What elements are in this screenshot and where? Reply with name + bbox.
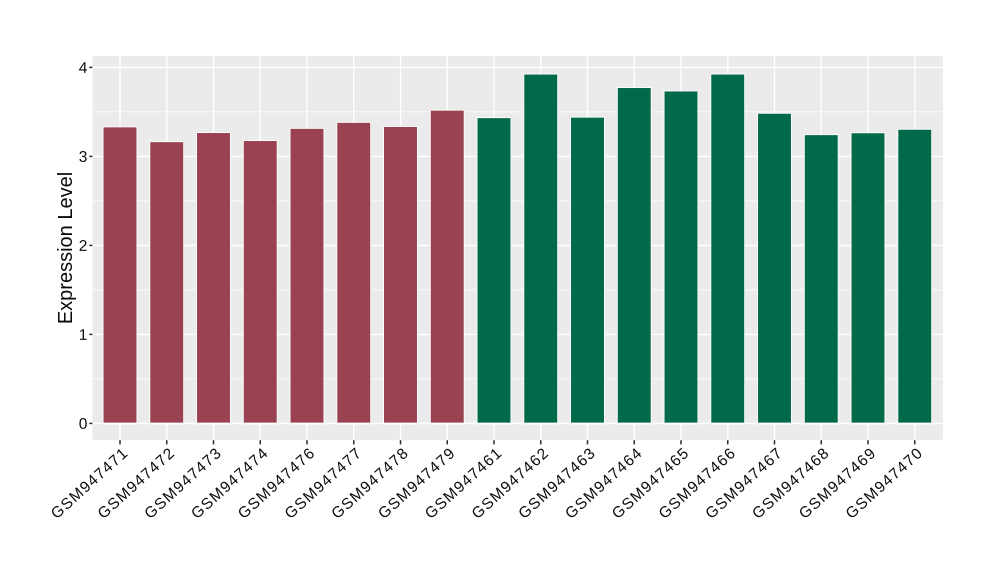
svg-text:3: 3: [79, 149, 88, 166]
svg-text:1: 1: [79, 327, 88, 344]
svg-text:Expression Level: Expression Level: [55, 172, 77, 324]
svg-text:4: 4: [79, 60, 88, 77]
svg-text:0: 0: [79, 416, 88, 433]
svg-text:2: 2: [79, 238, 88, 255]
